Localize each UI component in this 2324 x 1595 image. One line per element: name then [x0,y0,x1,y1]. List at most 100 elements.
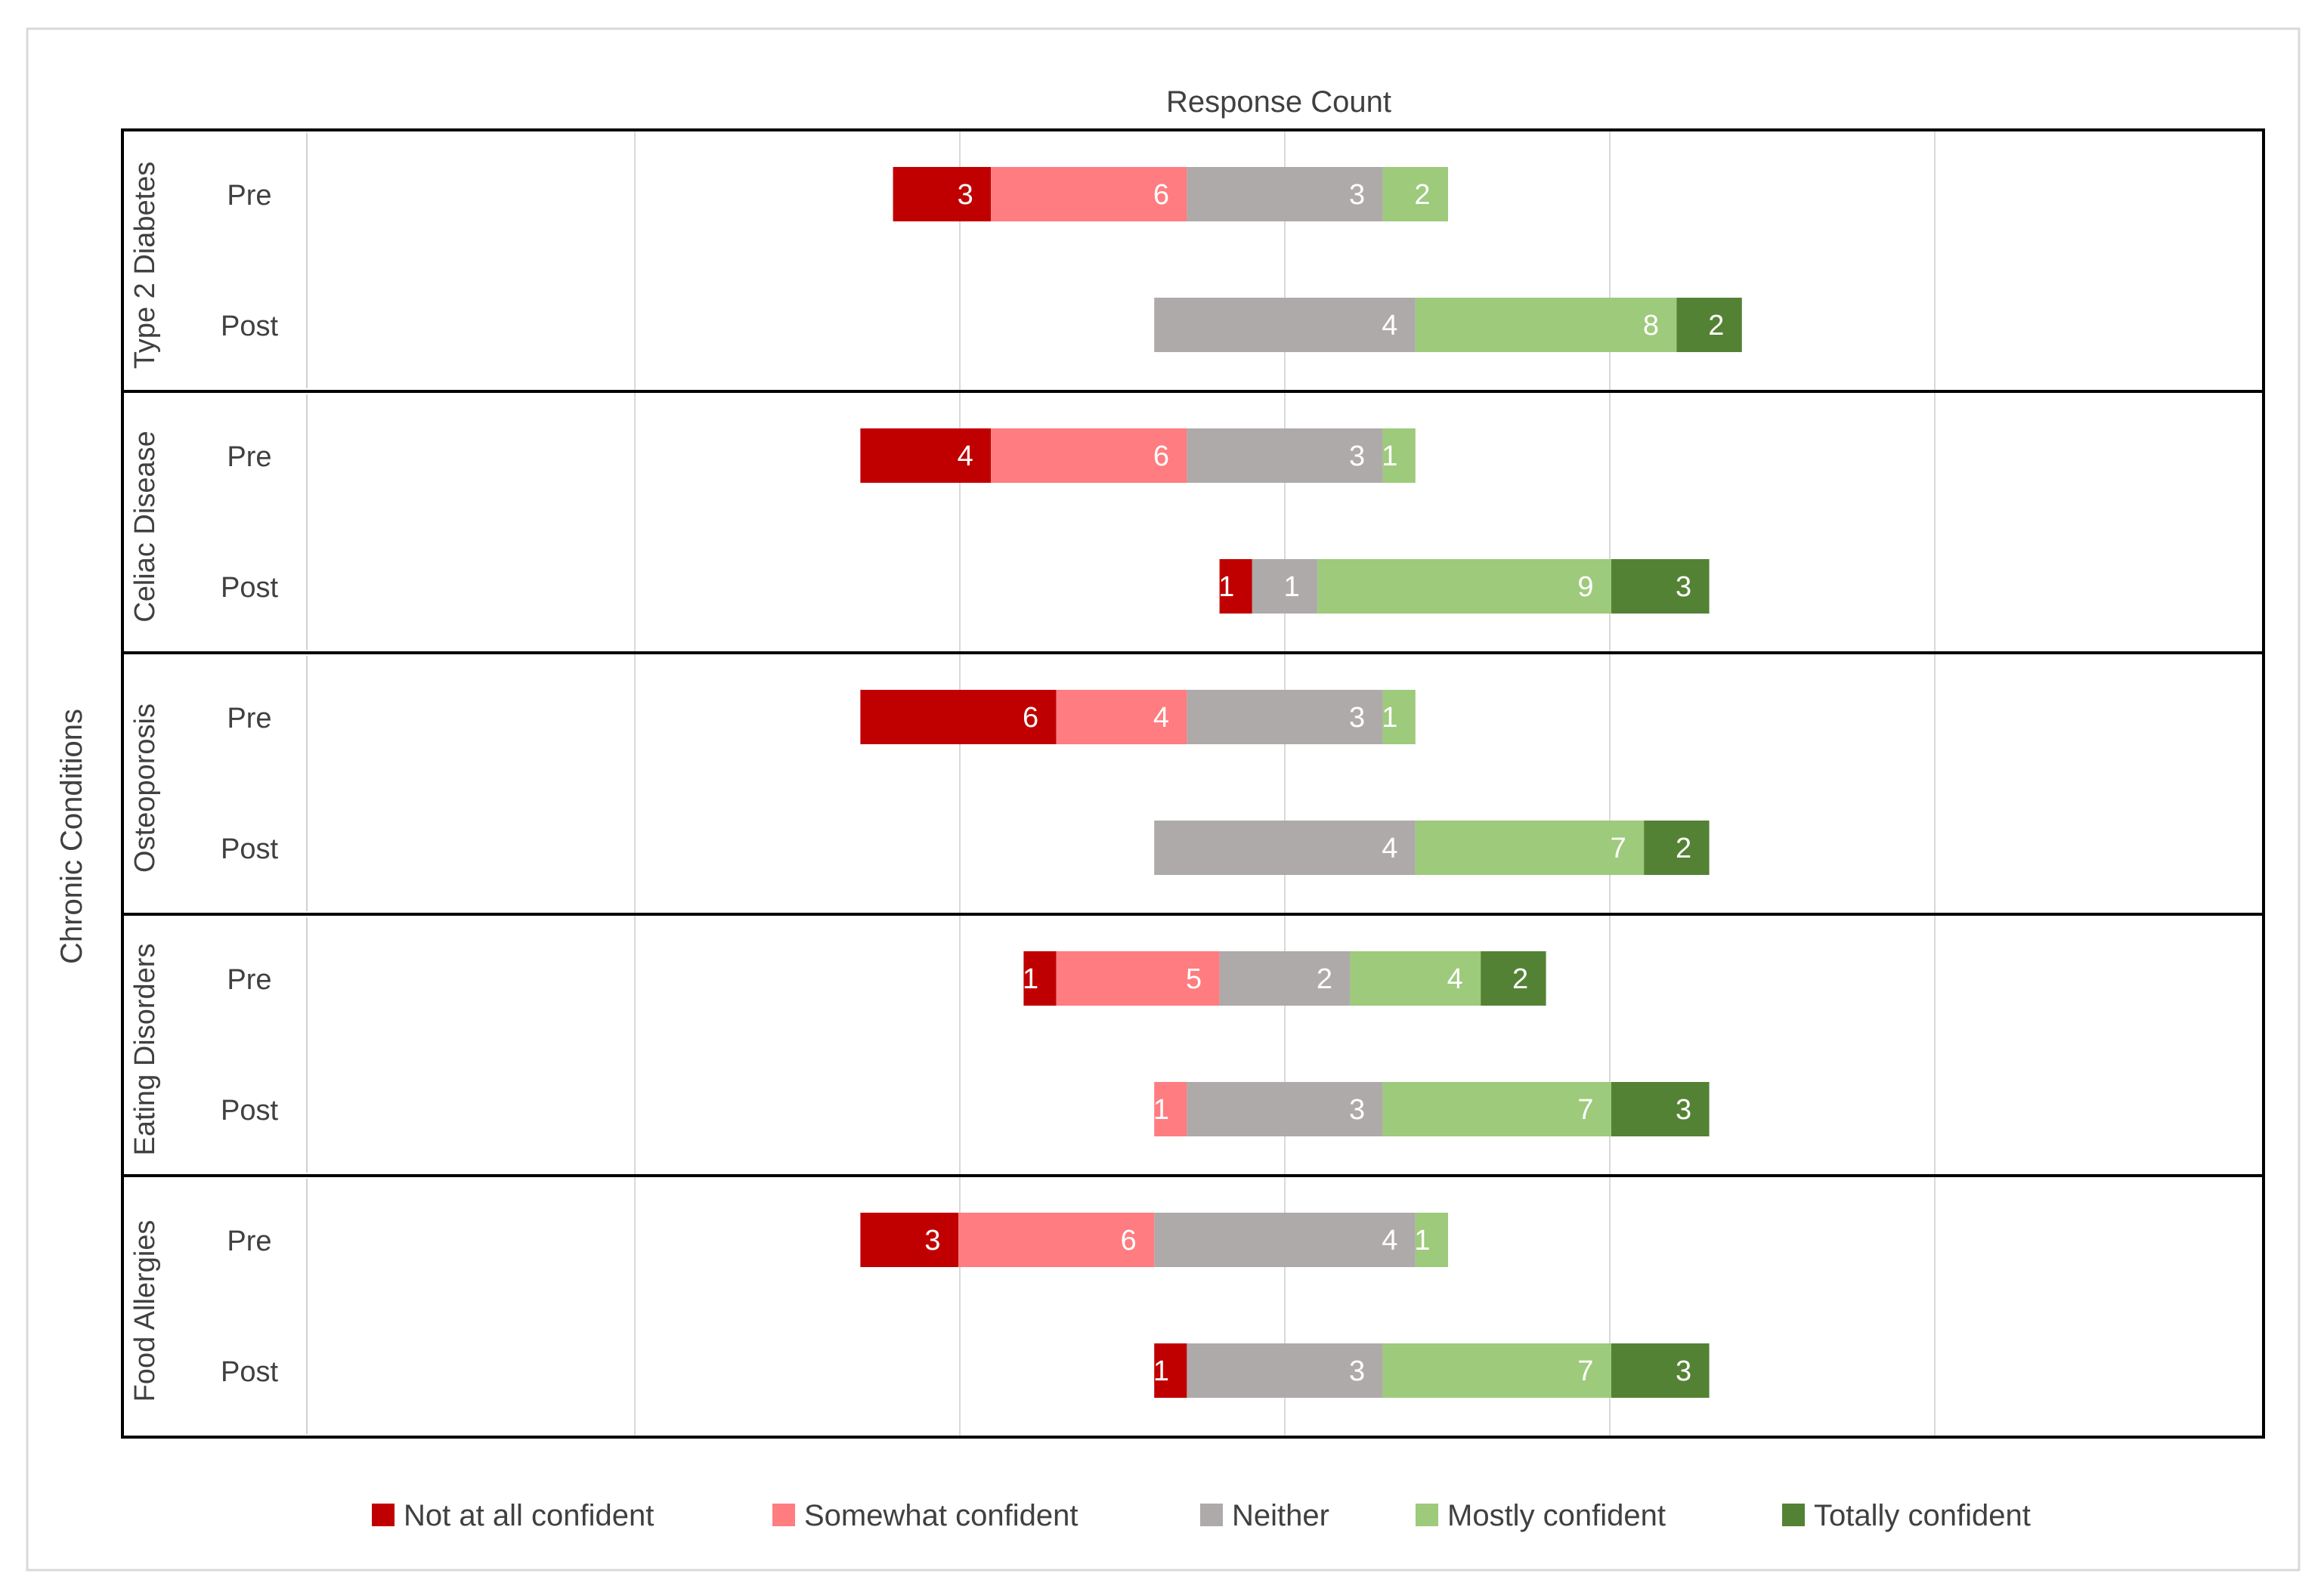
bar-celiac-disease-pre-not-at-all-confident [860,428,992,483]
legend-swatch-somewhat-confident [772,1504,795,1526]
bar-label-eating-disorders-post-neither: 3 [1349,1094,1365,1126]
row-label-food-allergies-pre: Pre [227,1226,271,1257]
bar-label-eating-disorders-pre-mostly-confident: 4 [1447,963,1463,995]
bar-celiac-disease-post-neither [1252,559,1318,614]
bar-type-2-diabetes-post-neither [1154,298,1416,352]
bar-type-2-diabetes-post-mostly-confident [1415,298,1677,352]
bar-label-celiac-disease-pre-somewhat-confident: 6 [1153,440,1169,472]
bar-label-food-allergies-pre-mostly-confident: 1 [1414,1225,1430,1257]
bar-label-eating-disorders-post-mostly-confident: 7 [1577,1094,1593,1126]
row-label-eating-disorders-post: Post [221,1095,278,1127]
legend: Not at all confident Somewhat confident Ne… [372,1499,2031,1532]
bar-celiac-disease-post-totally-confident [1611,559,1710,614]
bar-type-2-diabetes-pre-mostly-confident [1382,167,1448,221]
row-labels: Pre Post Pre Post Pre Post Pre Post Pre Post [221,180,278,1388]
legend-label-neither: Neither [1232,1499,1329,1532]
bar-label-osteoporosis-pre-somewhat-confident: 4 [1153,702,1169,734]
legend-swatch-not-at-all-confident [372,1504,395,1526]
y-axis-title: Chronic Conditions [55,709,88,964]
bar-food-allergies-post-mostly-confident [1382,1343,1611,1398]
group-label-type-2-diabetes: Type 2 Diabetes [129,162,161,369]
bar-label-osteoporosis-post-totally-confident: 2 [1676,833,1691,864]
row-label-osteoporosis-post: Post [221,833,278,865]
bar-label-food-allergies-pre-not-at-all-confident: 3 [924,1225,940,1257]
row-label-food-allergies-post: Post [221,1356,278,1388]
bar-label-food-allergies-post-totally-confident: 3 [1676,1355,1691,1387]
bar-eating-disorders-post-totally-confident [1611,1082,1710,1136]
bar-label-osteoporosis-post-neither: 4 [1382,833,1397,864]
bar-eating-disorders-pre-somewhat-confident [1056,951,1220,1006]
bar-label-type-2-diabetes-post-neither: 4 [1382,310,1397,342]
bar-type-2-diabetes-pre-somewhat-confident [991,167,1187,221]
bar-label-eating-disorders-pre-somewhat-confident: 5 [1186,963,1202,995]
group-label-osteoporosis: Osteoporosis [129,703,161,873]
bar-label-type-2-diabetes-pre-mostly-confident: 2 [1414,179,1430,211]
bar-label-food-allergies-pre-somewhat-confident: 6 [1121,1225,1137,1257]
bar-eating-disorders-post-somewhat-confident [1154,1082,1187,1136]
bar-label-osteoporosis-post-mostly-confident: 7 [1611,833,1626,864]
bar-type-2-diabetes-post-totally-confident [1676,298,1742,352]
bar-labels: 3 6 3 24 8 24 6 3 11 1 9 36 4 3 14 7 21 5 2 4 21 3 7 33 6 4 11 3 7 3 [924,179,1724,1387]
bar-label-eating-disorders-pre-not-at-all-confident: 1 [1023,963,1038,995]
legend-label-mostly-confident: Mostly confident [1447,1499,1666,1532]
group-labels: Type 2 Diabetes Celiac Disease Osteoporosi… [129,162,161,1402]
bar-food-allergies-pre-not-at-all-confident [860,1213,958,1267]
bar-food-allergies-pre-neither [1154,1213,1416,1267]
bar-food-allergies-post-not-at-all-confident [1154,1343,1187,1398]
chart-frame [26,27,2301,1572]
row-label-osteoporosis-pre: Pre [227,703,271,734]
bar-label-food-allergies-pre-neither: 4 [1382,1225,1397,1257]
bar-label-eating-disorders-post-somewhat-confident: 1 [1153,1094,1169,1126]
bar-eating-disorders-post-mostly-confident [1382,1082,1611,1136]
bar-celiac-disease-pre-mostly-confident [1382,428,1416,483]
bar-celiac-disease-pre-neither [1187,428,1383,483]
legend-swatch-totally-confident [1782,1504,1805,1526]
bar-label-celiac-disease-post-mostly-confident: 9 [1577,571,1593,603]
bar-osteoporosis-post-mostly-confident [1415,821,1645,875]
bar-label-celiac-disease-pre-mostly-confident: 1 [1382,440,1397,472]
bar-food-allergies-post-neither [1187,1343,1383,1398]
bar-label-food-allergies-post-neither: 3 [1349,1355,1365,1387]
bar-label-food-allergies-post-mostly-confident: 7 [1577,1355,1593,1387]
bar-label-osteoporosis-pre-not-at-all-confident: 6 [1023,702,1038,734]
bar-osteoporosis-pre-neither [1187,690,1383,744]
row-label-type-2-diabetes-post: Post [221,311,278,342]
legend-label-totally-confident: Totally confident [1814,1499,2031,1532]
panels [121,128,2265,1439]
bar-eating-disorders-post-neither [1187,1082,1383,1136]
bar-eating-disorders-pre-not-at-all-confident [1023,951,1057,1006]
bar-type-2-diabetes-pre-not-at-all-confident [893,167,992,221]
bar-type-2-diabetes-pre-neither [1187,167,1383,221]
legend-label-somewhat-confident: Somewhat confident [804,1499,1078,1532]
bar-eating-disorders-pre-totally-confident [1481,951,1546,1006]
bar-celiac-disease-post-not-at-all-confident [1219,559,1252,614]
bar-label-eating-disorders-pre-neither: 2 [1317,963,1332,995]
bar-food-allergies-pre-somewhat-confident [958,1213,1155,1267]
bar-celiac-disease-post-mostly-confident [1317,559,1611,614]
bar-label-type-2-diabetes-post-mostly-confident: 8 [1643,310,1659,342]
bar-label-type-2-diabetes-pre-not-at-all-confident: 3 [958,179,973,211]
bar-label-celiac-disease-post-totally-confident: 3 [1676,571,1691,603]
bars [860,167,1742,1398]
bar-label-osteoporosis-pre-neither: 3 [1349,702,1365,734]
bar-food-allergies-pre-mostly-confident [1415,1213,1448,1267]
group-label-celiac-disease: Celiac Disease [129,431,161,622]
row-label-eating-disorders-pre: Pre [227,964,271,996]
bar-osteoporosis-pre-not-at-all-confident [860,690,1057,744]
chart-title: Response Count [1166,85,1391,119]
legend-swatch-mostly-confident [1416,1504,1438,1526]
bar-label-osteoporosis-pre-mostly-confident: 1 [1382,702,1397,734]
bar-eating-disorders-pre-neither [1219,951,1351,1006]
bar-food-allergies-post-totally-confident [1611,1343,1710,1398]
bar-label-celiac-disease-post-not-at-all-confident: 1 [1218,571,1234,603]
panel-food-allergies [121,1174,2265,1439]
bar-osteoporosis-post-neither [1154,821,1416,875]
bar-label-eating-disorders-pre-totally-confident: 2 [1512,963,1528,995]
bar-label-type-2-diabetes-pre-somewhat-confident: 6 [1153,179,1169,211]
group-label-eating-disorders: Eating Disorders [129,944,161,1156]
row-label-celiac-disease-post: Post [221,572,278,604]
row-label-type-2-diabetes-pre: Pre [227,180,271,212]
bar-osteoporosis-post-totally-confident [1644,821,1710,875]
bar-label-type-2-diabetes-post-totally-confident: 2 [1708,310,1724,342]
